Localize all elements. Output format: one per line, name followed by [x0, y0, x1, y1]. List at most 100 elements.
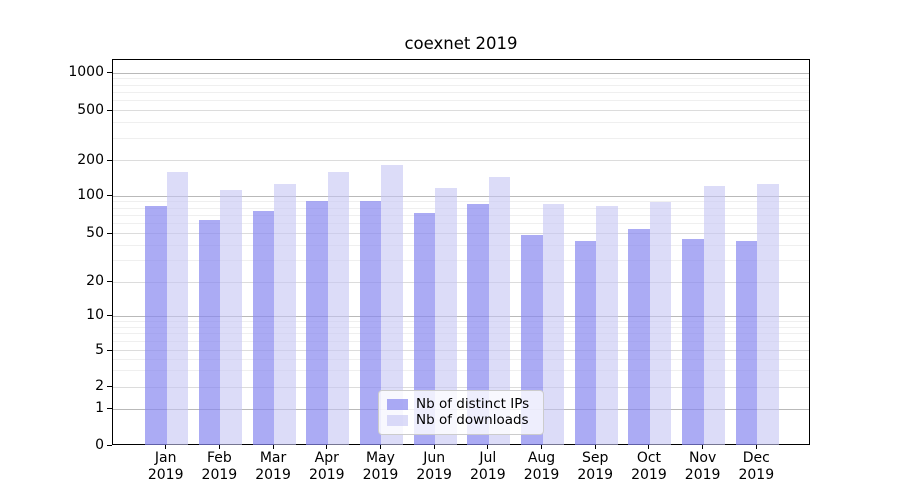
gridline [113, 333, 809, 335]
legend-label-distinct-ips: Nb of distinct IPs [416, 395, 530, 412]
bar-downloads-feb [220, 190, 242, 445]
bar-distinct-ips-nov [682, 238, 704, 445]
y-tick-label: 20 [86, 273, 104, 290]
x-tick-label: Feb 2019 [201, 450, 238, 483]
y-tick-label: 10 [86, 307, 104, 324]
bar-distinct-ips-feb [198, 220, 221, 445]
gridline [113, 91, 809, 93]
bar-distinct-ips-mar [252, 210, 275, 445]
gridline [113, 281, 809, 283]
y-tick-label: 50 [86, 224, 104, 241]
x-tick-mark [165, 445, 167, 449]
x-tick-mark [218, 445, 220, 449]
x-tick-label: Jul 2019 [470, 450, 506, 483]
gridline [113, 245, 809, 247]
x-tick-label: Nov 2019 [684, 450, 721, 483]
y-tick-label: 500 [77, 101, 104, 118]
legend-item-downloads: Nb of downloads [387, 413, 535, 428]
x-tick-label: May 2019 [362, 450, 399, 483]
x-tick-mark [487, 445, 489, 449]
bar-distinct-ips-oct [628, 229, 650, 445]
y-tick-mark [107, 72, 112, 74]
y-tick-label: 0 [95, 436, 104, 453]
gridline [113, 233, 809, 235]
bar-downloads-sep [596, 206, 618, 445]
gridline [113, 201, 809, 203]
x-tick-mark [648, 445, 650, 449]
gridline [113, 340, 809, 342]
y-tick-mark [107, 349, 112, 351]
y-tick-mark [107, 444, 112, 446]
bar-distinct-ips-jun [413, 213, 436, 445]
y-tick-label: 200 [77, 151, 104, 168]
gridline [113, 84, 809, 86]
gridline [113, 160, 809, 161]
bar-distinct-ips-apr [306, 200, 328, 445]
legend-swatch-downloads [387, 415, 408, 427]
y-tick-label: 5 [95, 341, 104, 358]
bar-downloads-aug [542, 203, 565, 445]
x-tick-mark [379, 445, 381, 449]
x-tick-mark [326, 445, 328, 449]
x-tick-label: Aug 2019 [523, 450, 560, 483]
x-tick-mark [702, 445, 704, 449]
x-tick-label: Jan 2019 [147, 450, 184, 483]
gridline [113, 100, 809, 102]
y-tick-label: 100 [77, 187, 104, 204]
bar-distinct-ips-jul [467, 203, 489, 445]
gridline [113, 260, 809, 262]
gridline [113, 72, 809, 74]
x-tick-mark [433, 445, 435, 449]
y-tick-mark [107, 315, 112, 317]
bar-downloads-jan [166, 172, 189, 445]
y-tick-mark [107, 159, 112, 161]
y-tick-mark [107, 281, 112, 283]
gridline [113, 122, 809, 124]
bar-downloads-dec [757, 183, 779, 445]
bar-downloads-oct [649, 201, 672, 445]
legend-label-downloads: Nb of downloads [416, 412, 529, 429]
x-tick-label: Jun 2019 [416, 450, 452, 483]
gridline [113, 223, 809, 225]
y-tick-mark [107, 232, 112, 234]
x-tick-label: Oct 2019 [631, 450, 667, 483]
gridline [113, 326, 809, 328]
bar-distinct-ips-sep [574, 241, 597, 445]
gridline [113, 315, 809, 317]
gridline [113, 195, 809, 197]
bar-downloads-jun [435, 188, 457, 445]
gridline [113, 137, 809, 139]
plot-area: Nb of distinct IPs Nb of downloads [112, 59, 810, 445]
gridline [113, 110, 809, 111]
x-tick-label: Mar 2019 [255, 450, 291, 483]
legend-item-distinct-ips: Nb of distinct IPs [387, 395, 535, 412]
bar-downloads-nov [703, 185, 726, 445]
gridline [113, 215, 809, 217]
gridline [113, 78, 809, 80]
y-tick-label: 1 [95, 400, 104, 416]
y-tick-label: 1000 [68, 64, 104, 81]
bar-distinct-ips-jan [145, 206, 167, 445]
x-tick-mark [755, 445, 757, 449]
x-tick-mark [594, 445, 596, 449]
bar-downloads-may [381, 165, 403, 445]
gridline [113, 386, 809, 388]
gridline [113, 358, 809, 360]
bar-downloads-apr [327, 172, 350, 445]
x-tick-label: Sep 2019 [577, 450, 614, 483]
y-tick-label: 2 [95, 378, 104, 394]
y-tick-mark [107, 408, 112, 409]
gridline [113, 350, 809, 351]
legend: Nb of distinct IPs Nb of downloads [378, 390, 544, 435]
y-tick-mark [107, 109, 112, 111]
x-tick-label: Apr 2019 [308, 450, 345, 483]
gridline [113, 207, 809, 209]
x-tick-mark [541, 445, 543, 449]
legend-swatch-distinct-ips [387, 398, 408, 410]
y-tick-mark [107, 386, 112, 387]
y-tick-mark [107, 195, 112, 197]
bar-downloads-mar [274, 183, 296, 445]
x-tick-mark [272, 445, 274, 449]
chart-title: coexnet 2019 [404, 34, 518, 53]
